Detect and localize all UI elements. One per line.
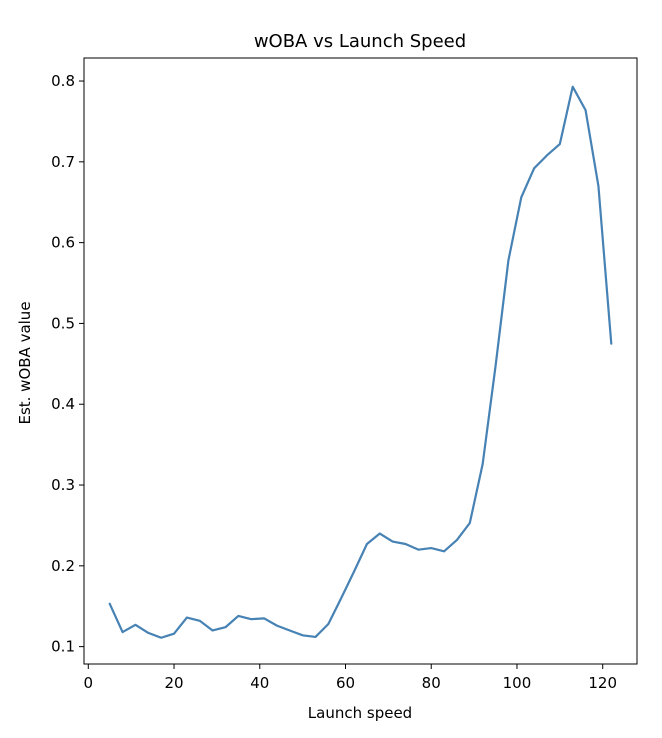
y-tick-label: 0.2 (51, 557, 75, 575)
y-tick-label: 0.3 (51, 476, 75, 494)
x-tick-label: 40 (250, 674, 269, 692)
y-axis-label: Est. wOBA value (16, 301, 34, 424)
chart-title: wOBA vs Launch Speed (254, 31, 466, 52)
x-tick-label: 0 (84, 674, 94, 692)
y-tick-label: 0.8 (51, 72, 75, 90)
y-tick-label: 0.5 (51, 314, 75, 332)
x-axis-label: Launch speed (308, 704, 412, 722)
y-tick-label: 0.1 (51, 638, 75, 656)
x-tick-label: 60 (336, 674, 355, 692)
x-tick-label: 20 (164, 674, 183, 692)
y-tick-label: 0.7 (51, 153, 75, 171)
x-tick-label: 80 (422, 674, 441, 692)
x-tick-label: 120 (588, 674, 617, 692)
y-tick-label: 0.6 (51, 234, 75, 252)
y-tick-label: 0.4 (51, 395, 75, 413)
x-tick-label: 100 (503, 674, 532, 692)
